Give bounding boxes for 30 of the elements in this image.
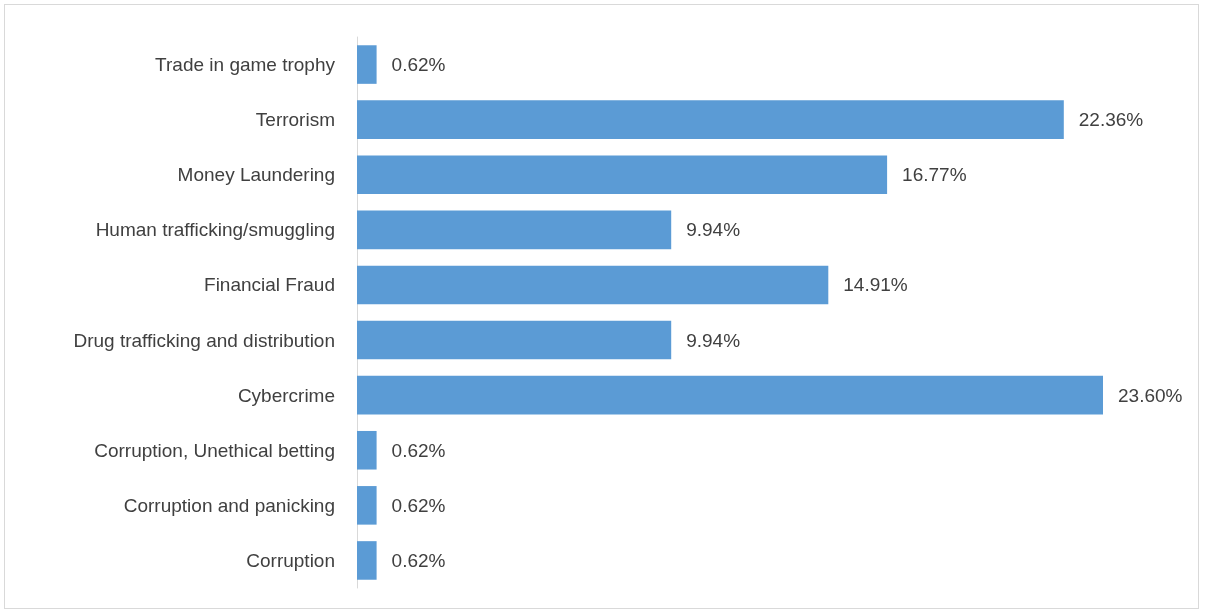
y-tick-label: Terrorism (255, 109, 335, 131)
bar (357, 541, 377, 580)
data-label: 14.91% (843, 274, 908, 296)
data-label: 0.62% (391, 549, 446, 571)
y-tick-label: Human trafficking/smuggling (95, 219, 335, 241)
bar (357, 375, 1103, 415)
data-label: 23.60% (1118, 384, 1183, 406)
bar (357, 100, 1064, 139)
bar (357, 155, 888, 195)
bar (357, 210, 672, 250)
data-label: 22.36% (1078, 109, 1144, 131)
bar (357, 45, 377, 84)
y-tick-label: Cybercrime (237, 384, 335, 406)
data-label: 0.62% (391, 494, 446, 516)
data-label: 9.94% (686, 219, 741, 241)
bar (357, 486, 377, 525)
data-label: 16.77% (902, 164, 967, 186)
data-label: 0.62% (391, 439, 446, 461)
y-tick-label: Trade in game trophy (155, 54, 336, 76)
data-label: 0.62% (391, 54, 446, 76)
y-tick-label: Corruption (246, 549, 335, 571)
y-tick-label: Corruption, Unethical betting (94, 439, 335, 461)
data-label: 9.94% (686, 329, 741, 351)
y-tick-label: Money Laundering (177, 164, 335, 186)
y-tick-label: Drug trafficking and distribution (73, 329, 335, 351)
bar (357, 320, 672, 360)
bar (357, 265, 829, 305)
bar (357, 430, 377, 470)
y-tick-label: Corruption and panicking (123, 494, 335, 516)
y-tick-label: Financial Fraud (204, 274, 335, 296)
